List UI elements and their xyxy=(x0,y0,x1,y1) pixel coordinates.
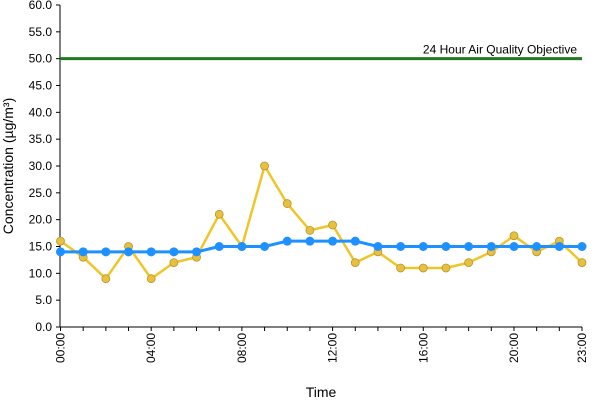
series-2-point xyxy=(282,236,292,246)
x-tick-label: 20:00 xyxy=(507,333,521,363)
x-tick-label: 08:00 xyxy=(235,333,249,363)
y-tick-label: 40.0 xyxy=(29,105,53,119)
series-2-point xyxy=(577,242,587,251)
series-2-point xyxy=(192,247,202,257)
x-tick-label: 23:00 xyxy=(575,333,589,363)
y-tick-label: 15.0 xyxy=(29,240,53,254)
series-2-point xyxy=(260,242,270,251)
x-axis-ticks: 00:00 04:00 08:00 12:00 16:00 20:00 23:00 xyxy=(54,327,589,363)
series-2-point xyxy=(532,242,542,251)
series-2-point xyxy=(56,247,65,257)
series-1-point xyxy=(509,231,519,241)
y-tick-label: 30.0 xyxy=(29,159,53,173)
series-1-point xyxy=(282,199,292,208)
series-2-point xyxy=(237,242,247,251)
series-1-point xyxy=(260,161,269,171)
series-2-point xyxy=(305,236,315,246)
series-2-point xyxy=(464,242,474,251)
series-2-point xyxy=(214,242,224,251)
series-1-line xyxy=(59,164,583,280)
x-tick-label: 12:00 xyxy=(326,333,340,363)
series-2-point xyxy=(373,242,383,251)
series-2-point xyxy=(554,242,564,251)
series-1-point xyxy=(305,225,315,235)
series-1-point xyxy=(464,258,474,268)
series-2-point xyxy=(146,247,156,257)
series-1-point xyxy=(146,274,156,284)
series-2-point xyxy=(441,242,451,251)
series-1-point xyxy=(441,263,451,273)
series-2-point xyxy=(418,242,428,251)
series-1-point xyxy=(101,274,111,284)
objective-label: 24 Hour Air Quality Objective xyxy=(423,43,577,57)
y-tick-label: 45.0 xyxy=(29,79,53,93)
series-1-point xyxy=(350,258,360,268)
series-2-point xyxy=(486,242,496,251)
series-2-point xyxy=(396,242,406,251)
series-1-point xyxy=(169,258,179,268)
objective-line-group: 24 Hour Air Quality Objective xyxy=(60,43,582,61)
series-2-point xyxy=(124,247,134,257)
series-1-point xyxy=(56,236,65,246)
x-tick-label: 16:00 xyxy=(416,333,430,363)
series-1-point xyxy=(418,263,428,273)
y-tick-label: 60.0 xyxy=(29,0,53,12)
y-axis-title: Concentration (µg/m³) xyxy=(0,98,16,234)
series-group xyxy=(56,161,587,284)
y-tick-label: 55.0 xyxy=(29,25,53,39)
series-1-point xyxy=(577,258,587,268)
y-axis-ticks: 0.0 5.0 10.0 15.0 20.0 25.0 30.0 35.0 40.0 45.0 50… xyxy=(29,0,60,334)
series-2-point xyxy=(169,247,179,257)
series-2-point xyxy=(78,247,88,257)
x-axis-title: Time xyxy=(306,384,337,400)
series-2-point xyxy=(350,236,360,246)
series-2-point xyxy=(328,236,338,246)
x-tick-label: 00:00 xyxy=(54,333,68,363)
x-tick-label: 04:00 xyxy=(144,333,158,363)
y-tick-label: 35.0 xyxy=(29,132,53,146)
y-tick-label: 50.0 xyxy=(29,52,53,66)
series-2-point xyxy=(101,247,111,257)
series-1-point xyxy=(328,220,337,230)
y-tick-label: 0.0 xyxy=(35,320,52,334)
series-1-point xyxy=(396,263,406,273)
series-2-point xyxy=(509,242,519,251)
y-tick-label: 5.0 xyxy=(35,293,52,307)
y-tick-label: 10.0 xyxy=(29,266,53,280)
y-tick-label: 25.0 xyxy=(29,186,53,200)
series-1-point xyxy=(214,209,224,219)
y-tick-label: 20.0 xyxy=(29,213,53,227)
